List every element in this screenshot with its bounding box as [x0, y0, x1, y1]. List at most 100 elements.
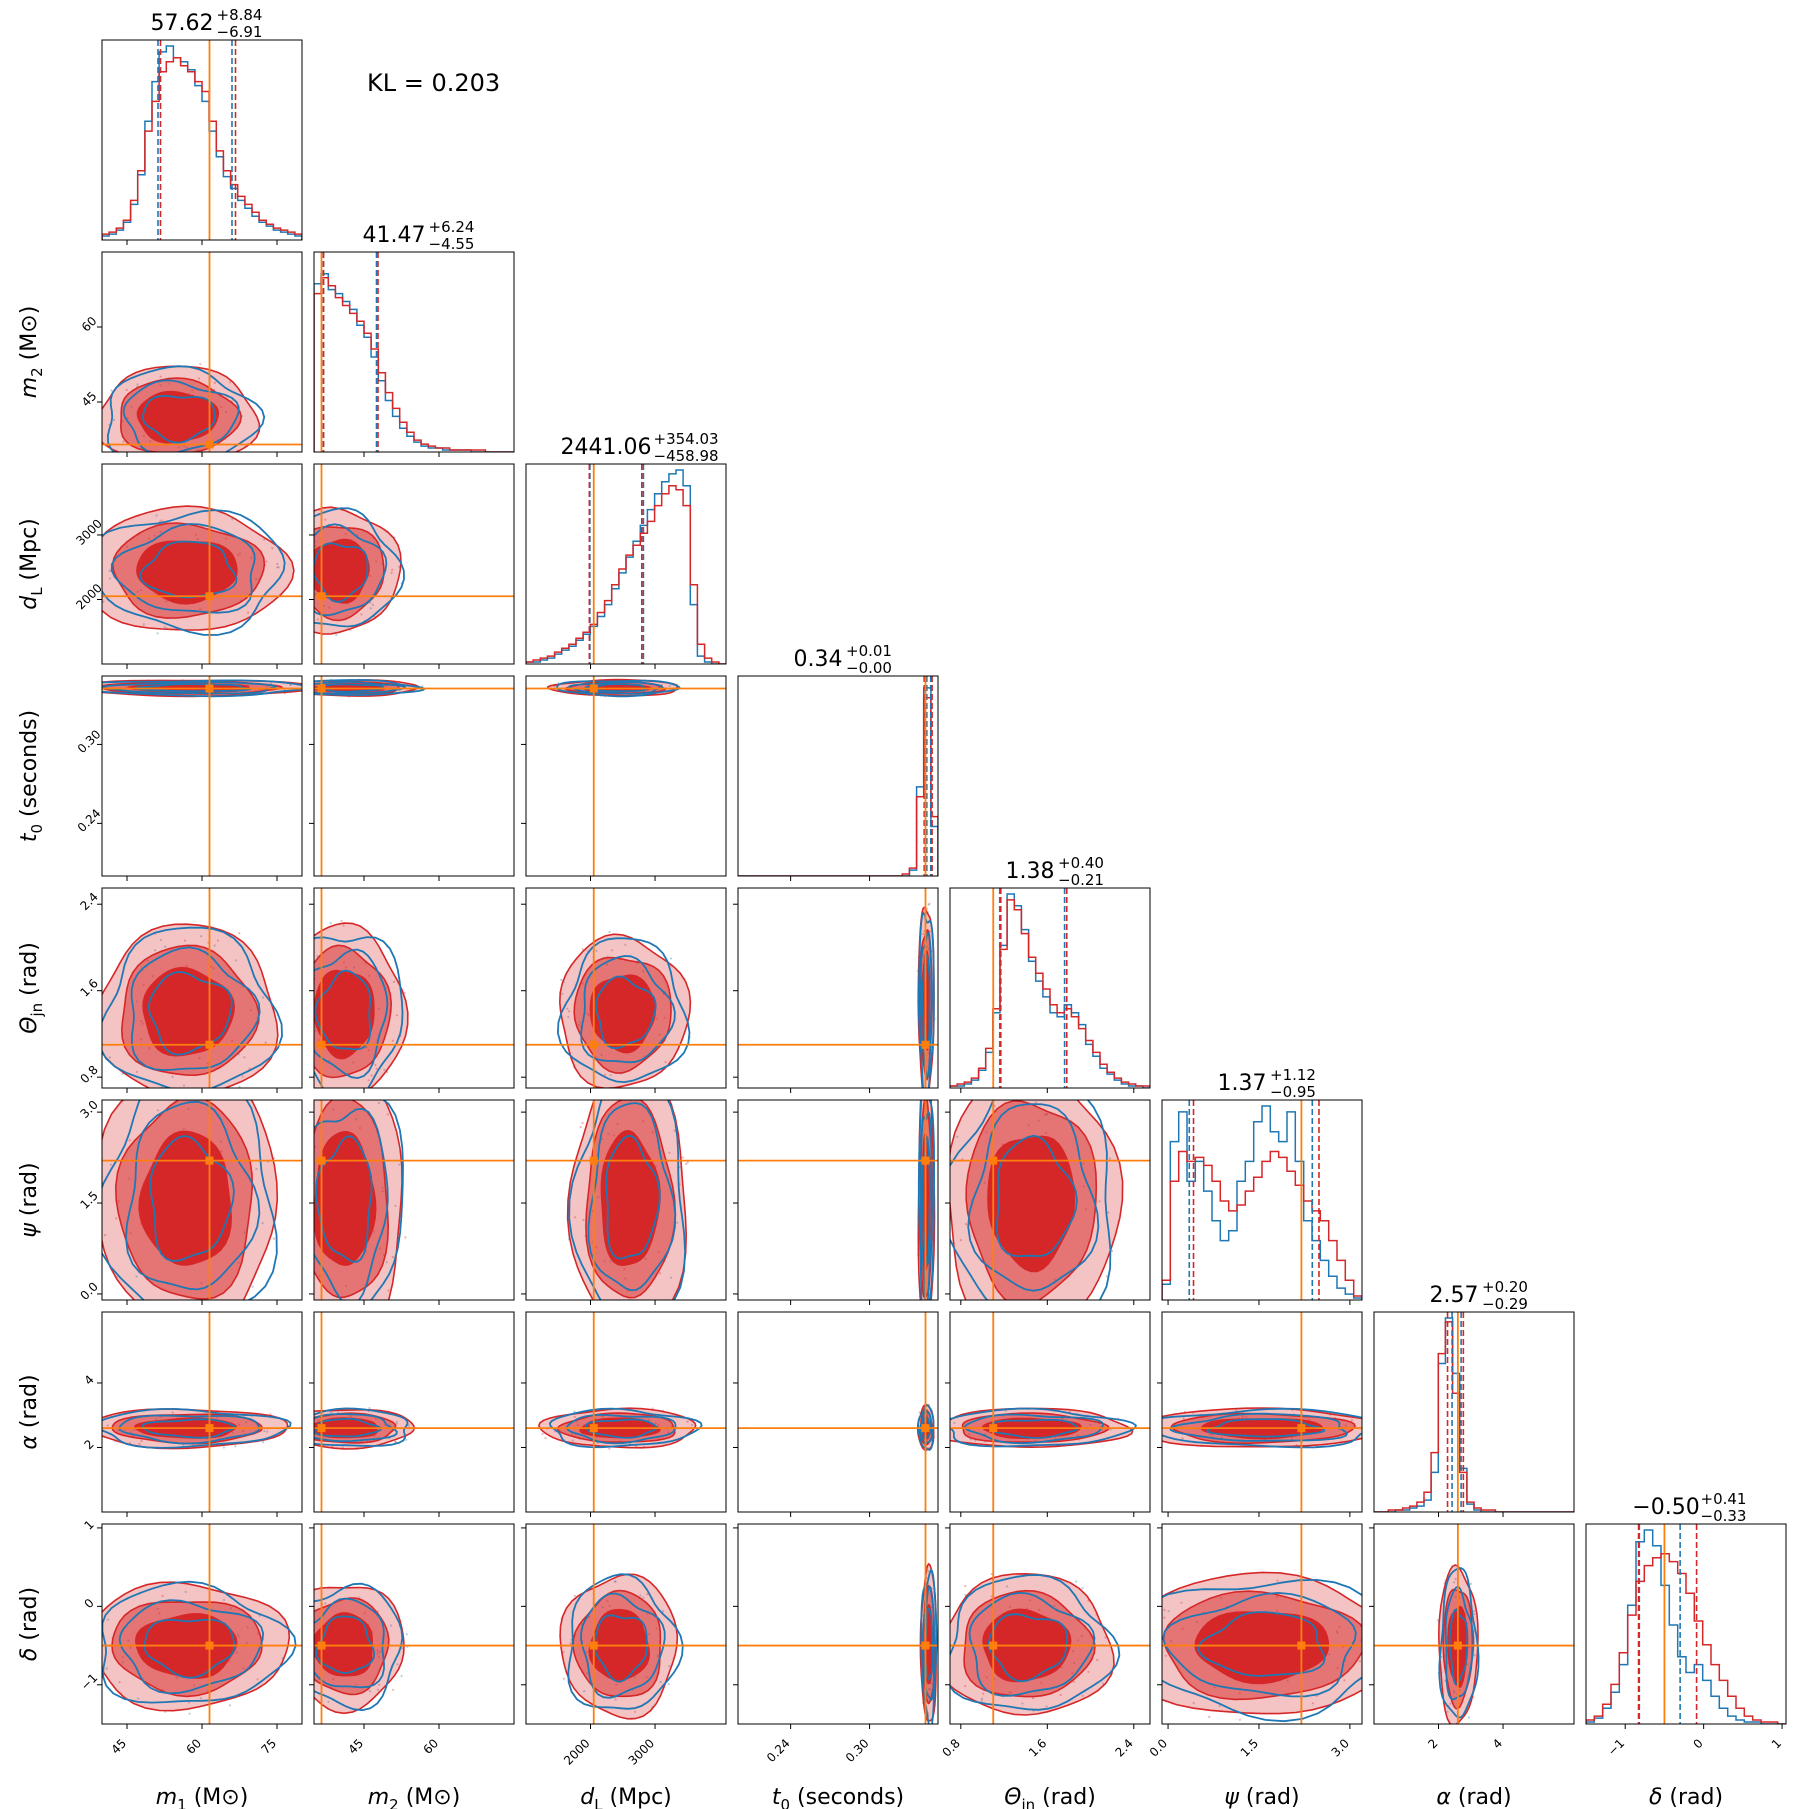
reference-contour-1 — [917, 1100, 935, 1300]
hist-reference-alpha — [1374, 1317, 1574, 1512]
sample-point — [386, 1092, 388, 1094]
sample-point — [1446, 1710, 1449, 1713]
sample-point — [986, 1302, 988, 1304]
sample-point — [1380, 1679, 1382, 1681]
axes-frame — [1373, 1523, 1575, 1725]
sample-point — [88, 1624, 90, 1626]
sample-point — [171, 1411, 174, 1414]
sample-point — [686, 1420, 689, 1423]
y-tick-label: 45 — [79, 389, 100, 410]
sample-point — [659, 1272, 662, 1275]
sample-point — [135, 1070, 138, 1073]
reference-contour-3 — [605, 1134, 661, 1260]
reference-contour-1 — [314, 679, 427, 697]
sample-point — [197, 377, 201, 380]
sample-point — [305, 691, 307, 693]
reference-contour-1 — [556, 937, 691, 1084]
axes-frame — [1161, 1523, 1363, 1725]
axes-frame — [525, 1523, 727, 1725]
panel-t0-psi — [738, 1100, 938, 1300]
sample-point — [261, 996, 265, 999]
sample-point — [1104, 1636, 1107, 1639]
sample-point — [614, 1580, 617, 1583]
sample-point — [1387, 1421, 1389, 1423]
sample-point — [324, 518, 327, 521]
sample-point — [959, 1239, 963, 1242]
x-tick-label: 3000 — [626, 1736, 657, 1767]
truth-marker — [205, 1424, 214, 1433]
sample-point — [668, 1151, 671, 1154]
title-dL: 2441.06 — [561, 435, 652, 460]
sample-point — [618, 1329, 620, 1331]
title-plus-delta: +0.41 — [1701, 1490, 1747, 1508]
x-axis-label-t0: t0 (seconds) — [772, 1785, 904, 1809]
sample-point — [1401, 1656, 1403, 1658]
sample-point — [541, 1432, 544, 1436]
panel-m2-delta — [314, 1524, 514, 1724]
sample-point — [231, 518, 234, 521]
title-minus-delta: −0.33 — [1701, 1507, 1747, 1525]
sample-point — [316, 955, 319, 958]
x-axis-label-m1: m1 (M⊙) — [156, 1785, 249, 1809]
sample-point — [386, 1113, 389, 1116]
sample-point — [1031, 1697, 1035, 1700]
panel-m1-m2 — [102, 252, 302, 461]
sample-point — [982, 1692, 985, 1695]
sample-point — [1045, 1705, 1048, 1708]
sample-point — [222, 1446, 225, 1449]
hist-reference-delta — [1586, 1529, 1786, 1724]
sample-point — [1453, 1581, 1456, 1584]
sample-point — [308, 536, 310, 538]
sample-point — [939, 1165, 941, 1167]
sample-point — [1386, 1433, 1388, 1435]
sample-point — [1098, 1200, 1101, 1203]
sample-point — [1343, 1679, 1346, 1682]
sample-point — [107, 1618, 110, 1621]
sample-point — [122, 459, 124, 461]
x-tick-label: 4 — [1490, 1736, 1505, 1751]
sample-point — [398, 1163, 401, 1166]
sample-point — [375, 1067, 378, 1070]
sample-point — [156, 1109, 159, 1112]
hist-reference-dL — [526, 469, 726, 664]
sample-point — [284, 976, 286, 978]
sample-point — [276, 562, 279, 566]
panel-theta_jn-psi — [939, 1100, 1150, 1304]
sample-point — [234, 1445, 237, 1448]
sample-point — [685, 1162, 688, 1165]
sample-point — [392, 1688, 395, 1691]
title-plus-t0: +0.01 — [846, 642, 892, 660]
sample-point — [1156, 1434, 1158, 1436]
sample-point — [88, 1006, 90, 1008]
sample-point — [639, 1594, 642, 1597]
sample-point — [137, 1697, 140, 1700]
sample-point — [213, 1335, 215, 1337]
x-axis-label-m2: m2 (M⊙) — [368, 1785, 461, 1809]
sample-point — [138, 1442, 141, 1445]
sample-point — [606, 1093, 608, 1095]
sample-point — [1021, 1702, 1024, 1705]
reference-contour-2 — [125, 1100, 261, 1291]
axes-frame — [101, 39, 303, 241]
sample-point — [352, 1308, 354, 1310]
hist-alpha — [1374, 1312, 1574, 1512]
truth-marker — [317, 1040, 326, 1049]
x-tick-label: −1 — [1605, 1736, 1627, 1758]
sample-point — [289, 684, 292, 687]
axes-frame — [1585, 1523, 1787, 1725]
model-contour-3 — [987, 1135, 1076, 1273]
panel-m2-t0 — [305, 676, 514, 876]
hist-model-theta_jn — [950, 899, 1150, 1088]
sample-point — [1218, 1704, 1221, 1708]
sample-point — [1208, 1715, 1211, 1718]
reference-contour-2 — [130, 946, 261, 1072]
axes-frame — [525, 463, 727, 665]
truth-marker — [921, 1424, 930, 1433]
title-plus-m2: +6.24 — [429, 218, 475, 236]
panel-theta_jn-delta — [950, 1524, 1150, 1724]
title-plus-psi: +1.12 — [1270, 1066, 1316, 1084]
axes-frame — [737, 1099, 939, 1301]
model-contour-3 — [314, 969, 375, 1060]
sample-point — [1181, 1437, 1184, 1440]
x-tick-label: 3.0 — [1329, 1736, 1352, 1759]
